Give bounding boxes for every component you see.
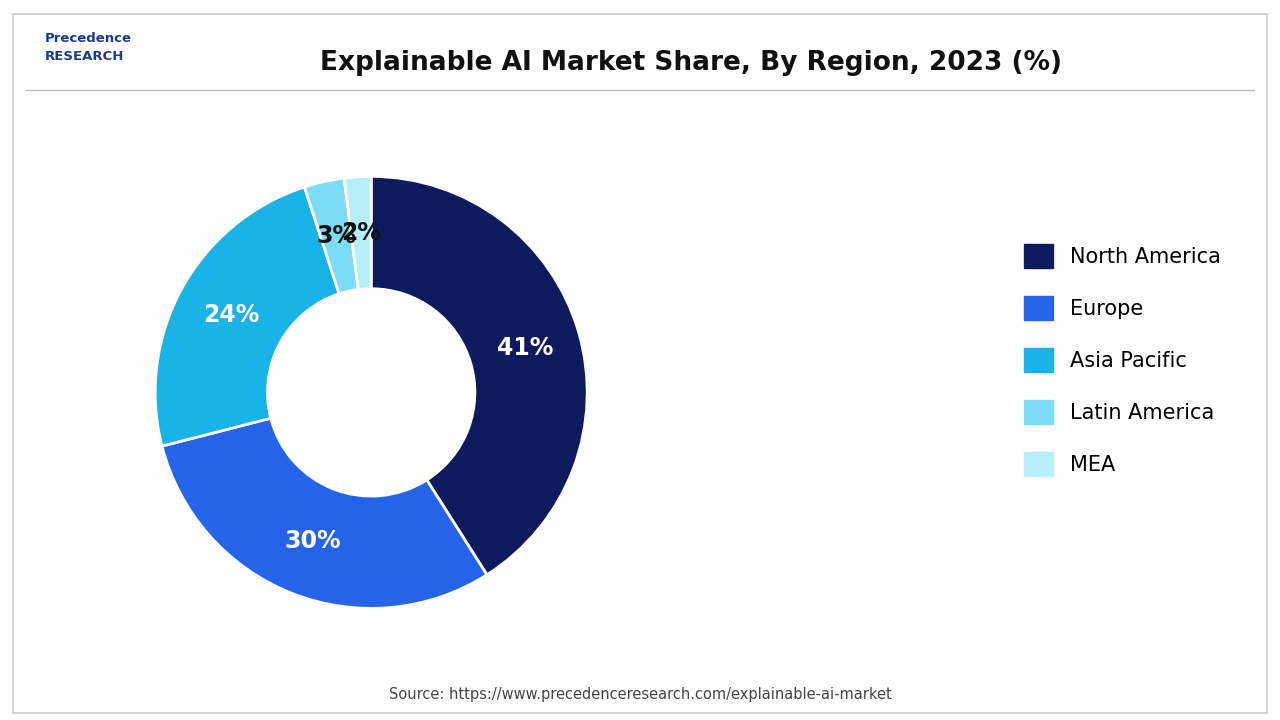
Wedge shape <box>344 176 371 289</box>
Wedge shape <box>305 178 358 294</box>
Text: 41%: 41% <box>497 336 553 360</box>
Wedge shape <box>371 176 588 575</box>
Text: Precedence
RESEARCH: Precedence RESEARCH <box>45 32 132 63</box>
Text: 2%: 2% <box>342 221 381 245</box>
Wedge shape <box>163 418 486 608</box>
Wedge shape <box>155 187 339 446</box>
Text: Explainable AI Market Share, By Region, 2023 (%): Explainable AI Market Share, By Region, … <box>320 50 1062 76</box>
Text: 3%: 3% <box>316 225 356 248</box>
Text: Source: https://www.precedenceresearch.com/explainable-ai-market: Source: https://www.precedenceresearch.c… <box>389 687 891 702</box>
Legend: North America, Europe, Asia Pacific, Latin America, MEA: North America, Europe, Asia Pacific, Lat… <box>1014 233 1231 487</box>
Text: 24%: 24% <box>204 303 260 328</box>
Text: 30%: 30% <box>284 529 340 553</box>
